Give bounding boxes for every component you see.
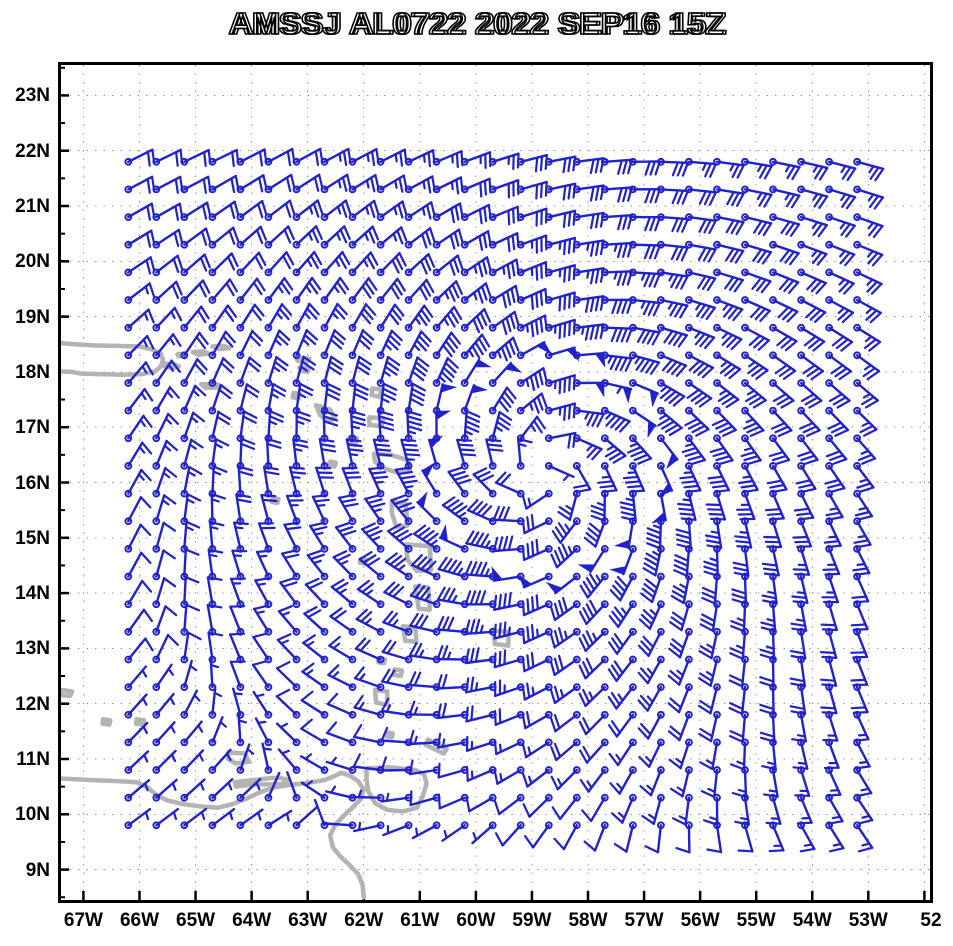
axis-ticks bbox=[61, 66, 926, 900]
plot-canvas bbox=[61, 65, 930, 900]
y-tick-label: 14N bbox=[15, 583, 50, 605]
y-tick-label: 16N bbox=[15, 472, 50, 494]
y-tick-label: 10N bbox=[15, 804, 50, 826]
x-tick-label: 58W bbox=[568, 910, 608, 931]
y-tick-label: 19N bbox=[15, 306, 50, 328]
x-tick-label: 67W bbox=[63, 910, 103, 931]
y-tick-label: 22N bbox=[15, 140, 50, 162]
x-tick-label: 56W bbox=[680, 910, 720, 931]
plot-frame bbox=[58, 62, 933, 903]
x-tick-label: 63W bbox=[288, 910, 328, 931]
page-title-shadow: AMSSJ AL0722 2022 SEP16 15Z bbox=[231, 5, 728, 42]
y-tick-label: 9N bbox=[25, 859, 50, 881]
y-tick-label: 18N bbox=[15, 361, 50, 383]
x-tick-label: 60W bbox=[456, 910, 496, 931]
x-tick-label: 65W bbox=[176, 910, 216, 931]
page-title: AMSSJ AL0722 2022 SEP16 15Z bbox=[228, 5, 725, 42]
x-tick-label: 54W bbox=[792, 910, 832, 931]
y-tick-label: 17N bbox=[15, 417, 50, 439]
x-tick-label: 53W bbox=[848, 910, 888, 931]
y-tick-label: 11N bbox=[16, 748, 50, 770]
x-tick-label: 59W bbox=[512, 910, 552, 931]
x-tick-label: 62W bbox=[344, 910, 384, 931]
x-tick-label: 61W bbox=[400, 910, 440, 931]
x-tick-label: 55W bbox=[736, 910, 776, 931]
y-tick-label: 13N bbox=[15, 638, 50, 660]
y-tick-label: 12N bbox=[15, 693, 50, 715]
y-tick-label: 23N bbox=[15, 85, 50, 107]
x-tick-label: 52 bbox=[920, 911, 942, 930]
y-tick-label: 15N bbox=[15, 527, 50, 549]
y-tick-label: 20N bbox=[15, 251, 50, 273]
wind-barb-layer bbox=[124, 147, 885, 854]
x-tick-label: 66W bbox=[119, 910, 160, 931]
y-tick-label: 21N bbox=[15, 196, 50, 217]
x-tick-label: 64W bbox=[232, 910, 272, 931]
x-tick-label: 57W bbox=[624, 910, 664, 931]
